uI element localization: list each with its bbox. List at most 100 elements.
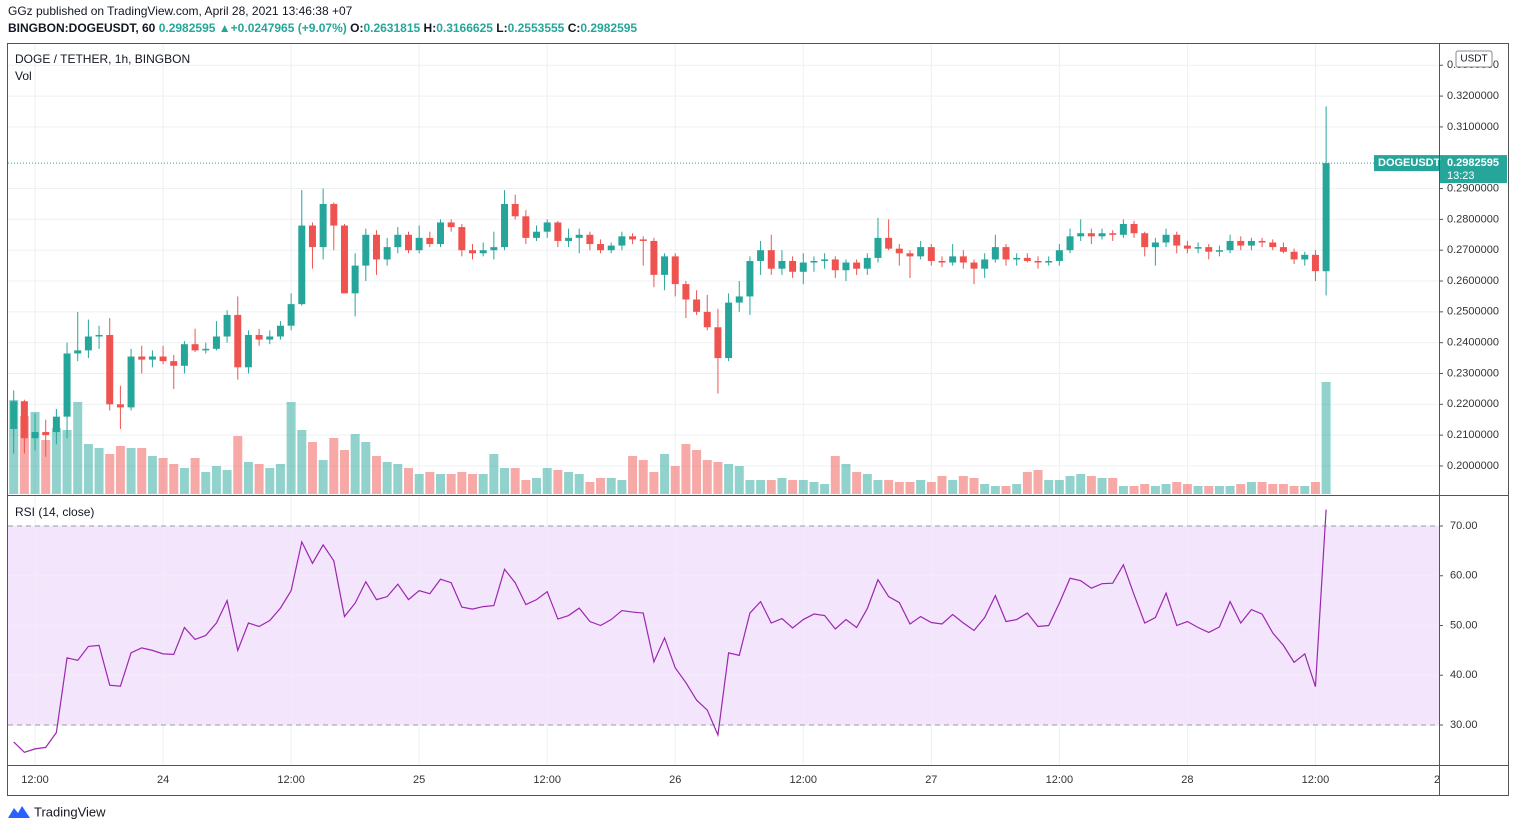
y-tick-label: 0.2800000 — [1447, 213, 1499, 225]
volume-bar — [105, 454, 115, 494]
candle-body — [437, 222, 444, 245]
candle-body — [1215, 250, 1223, 252]
candle-body — [255, 334, 263, 340]
volume-bar — [425, 472, 435, 494]
volume-bar — [1012, 484, 1022, 494]
volume-bar — [414, 474, 424, 494]
volume-bar — [478, 474, 488, 494]
volume-bar — [1172, 482, 1182, 494]
volume-bar — [841, 464, 851, 494]
candle-body — [84, 336, 92, 351]
candle-body — [74, 350, 82, 354]
volume-bar — [521, 480, 531, 494]
brand: TradingView — [34, 804, 106, 819]
volume-bar — [553, 470, 563, 494]
y-tick-label: 0.2200000 — [1447, 398, 1499, 410]
volume-bar — [1044, 480, 1054, 494]
volume-bar — [265, 468, 275, 494]
candle-body — [959, 256, 967, 263]
volume-bar — [350, 434, 360, 494]
candle-body — [1023, 257, 1031, 261]
candle-body — [1077, 233, 1085, 237]
volume-bar — [254, 464, 264, 494]
volume-bar — [179, 468, 189, 494]
volume-bar — [1022, 472, 1032, 494]
open-label: O: — [350, 21, 363, 35]
rsi-tick-label: 30.00 — [1450, 719, 1478, 731]
candle-body — [244, 334, 252, 368]
price-tag — [1440, 155, 1507, 184]
y-tick-label: 0.2400000 — [1447, 337, 1499, 349]
volume-bar — [1086, 476, 1096, 494]
candle-body — [148, 356, 156, 360]
price-tag-countdown: 13:23 — [1447, 170, 1475, 182]
candle-body — [1055, 250, 1063, 261]
x-tick-label: 12:00 — [1046, 774, 1074, 786]
volume-bar — [489, 454, 499, 494]
volume-bar — [1076, 474, 1086, 494]
volume-bar — [692, 450, 702, 494]
volume-bar — [190, 458, 200, 494]
close-value: 0.2982595 — [580, 21, 637, 35]
volume-bar — [510, 468, 520, 494]
candle-body — [31, 432, 39, 439]
y-tick-label: 0.2600000 — [1447, 275, 1499, 287]
volume-bar — [169, 464, 179, 494]
candle-body — [938, 260, 946, 263]
candle-body — [746, 260, 754, 297]
candle-body — [170, 361, 178, 366]
candle-body — [490, 247, 498, 251]
rsi-tick-label: 50.00 — [1450, 619, 1478, 631]
candle-body — [351, 265, 359, 294]
volume-bar — [1129, 486, 1139, 494]
candle-body — [1194, 247, 1202, 249]
volume-bar — [628, 456, 638, 494]
candle-body — [20, 401, 28, 439]
candle-body — [319, 203, 327, 248]
candle-body — [287, 304, 295, 326]
candle-body — [1290, 251, 1298, 260]
volume-bar — [1118, 486, 1128, 494]
volume-bar — [969, 478, 979, 494]
candle-body — [533, 231, 541, 238]
rsi-tick-label: 40.00 — [1450, 669, 1478, 681]
volume-bar — [115, 446, 125, 494]
volume-bar — [1321, 382, 1331, 494]
volume-bar — [713, 462, 723, 494]
volume-bar — [990, 486, 1000, 494]
candle-body — [1034, 260, 1042, 263]
frame — [7, 43, 1509, 796]
volume-bar — [51, 428, 61, 494]
volume-bar — [1193, 486, 1203, 494]
candle-body — [885, 237, 893, 249]
price-tag-price: 0.2982595 — [1447, 157, 1499, 169]
x-tick-label: 12:00 — [533, 774, 561, 786]
candle-body — [597, 244, 605, 251]
volume-bar — [873, 480, 883, 494]
volume-label: Vol — [15, 69, 32, 83]
x-tick-label: 12:00 — [790, 774, 818, 786]
volume-bar — [916, 480, 926, 494]
volume-bar — [329, 438, 339, 494]
volume-bar — [457, 472, 467, 494]
volume-bar — [275, 464, 285, 494]
candle-body — [650, 240, 658, 275]
candle-body — [127, 356, 135, 408]
volume-bar — [670, 466, 680, 494]
candle-body — [447, 222, 455, 228]
candle-body — [308, 225, 316, 248]
candle-body — [575, 234, 583, 238]
volume-bar — [1150, 486, 1160, 494]
x-tick-label: 25 — [413, 774, 425, 786]
candle-body — [714, 327, 722, 359]
candle-body — [639, 239, 647, 241]
candle-body — [607, 245, 615, 251]
candle-body — [554, 222, 562, 241]
volume-bar — [724, 464, 734, 494]
candle-body — [415, 237, 423, 251]
candle-body — [853, 262, 861, 269]
volume-bar — [339, 450, 349, 494]
candle-body — [479, 250, 487, 254]
candle-body — [340, 225, 348, 294]
x-tick-label: 28 — [1181, 774, 1193, 786]
